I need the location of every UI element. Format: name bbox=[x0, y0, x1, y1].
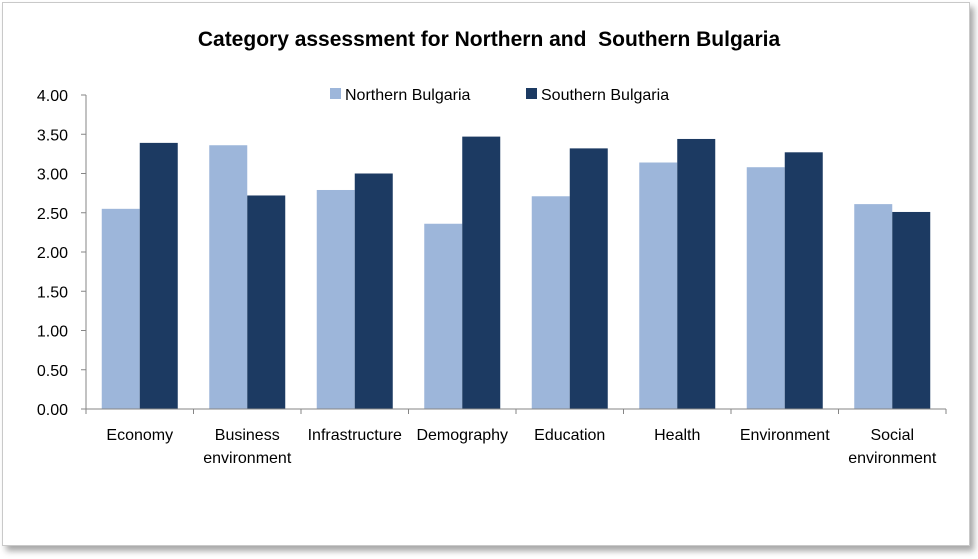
legend-swatch bbox=[330, 88, 341, 99]
x-category-label: Social bbox=[870, 427, 914, 444]
bar-northern bbox=[316, 189, 355, 409]
chart-title: Category assessment for Northern and Sou… bbox=[198, 28, 781, 51]
y-tick-label: 1.50 bbox=[37, 284, 68, 301]
x-category-label: environment bbox=[203, 450, 292, 467]
bar-southern bbox=[784, 152, 823, 409]
x-category-label: Infrastructure bbox=[308, 427, 402, 444]
y-tick-label: 4.00 bbox=[37, 88, 68, 105]
legend: Northern Bulgaria Southern Bulgaria bbox=[330, 87, 669, 104]
bar-northern bbox=[531, 196, 570, 409]
x-category-label: environment bbox=[848, 450, 937, 467]
bar-northern bbox=[639, 162, 678, 409]
bar-southern bbox=[354, 173, 393, 409]
y-tick-label: 0.50 bbox=[37, 363, 68, 380]
bar-northern bbox=[424, 223, 463, 409]
y-tick-label: 3.00 bbox=[37, 167, 68, 184]
x-category-label: Business bbox=[215, 427, 280, 444]
bar-southern bbox=[139, 142, 178, 409]
x-category-label: Demography bbox=[416, 427, 508, 444]
bar-northern bbox=[209, 145, 248, 410]
legend-label: Southern Bulgaria bbox=[541, 87, 669, 104]
legend-label: Northern Bulgaria bbox=[345, 87, 471, 104]
x-category-label: Economy bbox=[106, 427, 173, 444]
legend-swatch bbox=[526, 88, 537, 99]
x-axis: Economy Business environment Infrastructure… bbox=[85, 408, 947, 467]
bar-southern bbox=[677, 138, 716, 409]
bar-southern bbox=[247, 195, 286, 409]
y-axis: 0.00 0.50 1.00 1.50 2.00 2.50 3.00 3.50 4.00 bbox=[37, 88, 87, 419]
y-tick-label: 2.00 bbox=[37, 245, 68, 262]
x-category-label: Health bbox=[654, 427, 700, 444]
bar-northern bbox=[854, 204, 893, 409]
y-tick-label: 3.50 bbox=[37, 127, 68, 144]
bar-southern bbox=[569, 148, 608, 409]
bar-northern bbox=[746, 167, 785, 409]
bars bbox=[101, 136, 931, 410]
x-category-label: Education bbox=[534, 427, 605, 444]
bar-southern bbox=[892, 211, 931, 409]
bar-northern bbox=[101, 208, 140, 409]
y-tick-label: 2.50 bbox=[37, 206, 68, 223]
x-category-label: Environment bbox=[740, 427, 830, 444]
y-tick-label: 0.00 bbox=[37, 402, 68, 419]
y-tick-label: 1.00 bbox=[37, 324, 68, 341]
bar-southern bbox=[462, 136, 501, 410]
